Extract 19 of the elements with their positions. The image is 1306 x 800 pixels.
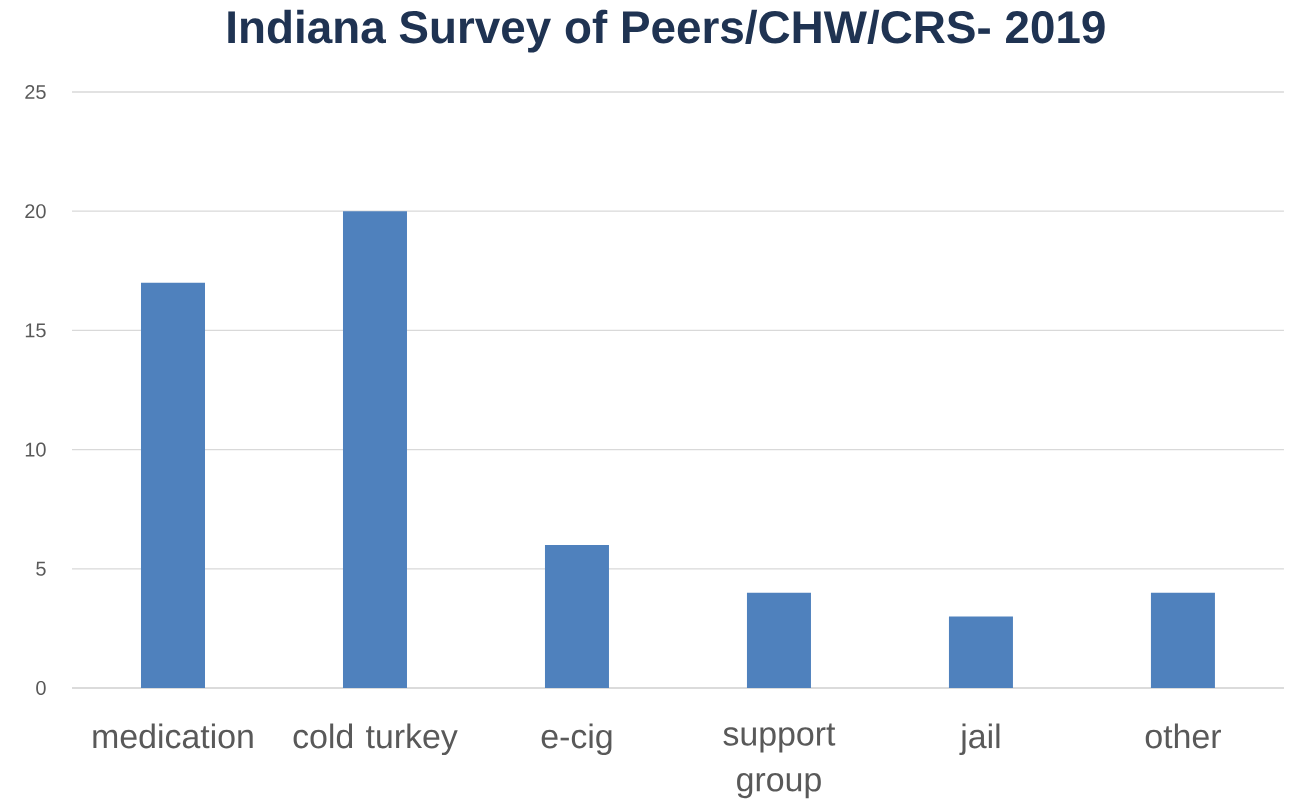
bar	[544, 544, 609, 688]
x-tick-label: other	[1145, 723, 1221, 749]
bar	[342, 211, 407, 688]
chart-title: Indiana Survey of Peers/CHW/CRS- 2019	[228, 9, 1105, 53]
y-tick-label: 15	[25, 323, 46, 338]
y-tick-label: 0	[36, 680, 46, 696]
bar	[948, 616, 1013, 688]
x-tick-label: support group	[723, 723, 836, 799]
y-tick-label: 5	[36, 561, 46, 576]
bar	[140, 282, 205, 688]
y-tick-label: 20	[25, 204, 46, 219]
x-tick-label: cold turkey	[293, 723, 458, 756]
x-tick-label: jail	[959, 723, 1000, 756]
x-tick-label: e-cig	[541, 723, 612, 756]
y-tick-label: 25	[25, 84, 46, 100]
y-tick-label: 10	[25, 442, 46, 457]
bar	[1150, 592, 1215, 688]
bar	[746, 592, 811, 688]
x-tick-label: medication	[93, 723, 253, 749]
